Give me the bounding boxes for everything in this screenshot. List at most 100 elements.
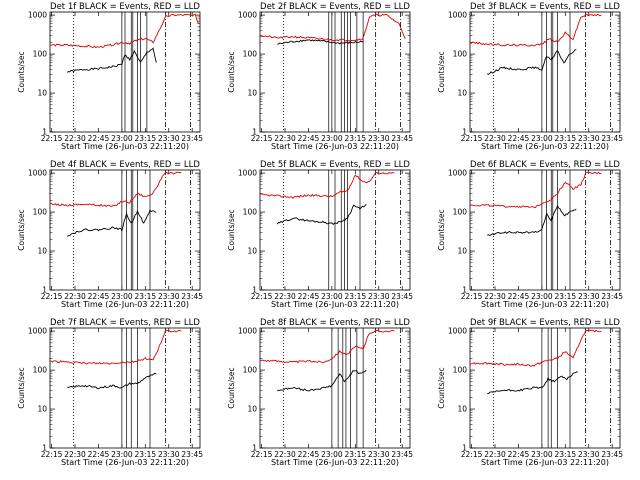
- x-tick-label: 22:15: [251, 134, 273, 143]
- x-tick-label: 22:30: [64, 292, 86, 301]
- y-tick-label: 10: [457, 89, 467, 98]
- y-tick-label: 1: [42, 286, 47, 295]
- x-tick-label: 23:15: [555, 134, 577, 143]
- x-tick-label: 22:15: [251, 292, 273, 301]
- lld-series-line: [469, 171, 602, 209]
- x-axis-label: Start Time (26-Jun-03 22:11:20): [61, 458, 189, 467]
- axes-frame: [469, 11, 621, 133]
- y-tick-label: 1: [42, 444, 47, 453]
- x-tick-label: 23:15: [555, 292, 577, 301]
- lld-series-line: [259, 171, 395, 199]
- y-tick-label: 100: [453, 366, 468, 375]
- x-tick-label: 23:00: [531, 292, 553, 301]
- axes-frame: [469, 327, 621, 449]
- events-series-line: [276, 203, 367, 226]
- y-axis-label: Counts/sec: [437, 51, 446, 92]
- x-axis-label: Start Time (26-Jun-03 22:11:20): [481, 142, 609, 151]
- x-tick-label: 23:00: [321, 450, 343, 459]
- lld-series-line: [469, 329, 602, 367]
- x-tick-label: 23:30: [368, 292, 390, 301]
- panel-title: Det 2f BLACK = Events, RED = LLD: [260, 2, 410, 12]
- x-tick-label: 23:45: [391, 134, 413, 143]
- x-tick-label: 23:45: [601, 450, 623, 459]
- events-series-line: [277, 39, 364, 45]
- x-tick-label: 23:15: [135, 292, 157, 301]
- x-tick-label: 23:45: [181, 450, 203, 459]
- y-tick-label: 1: [252, 286, 257, 295]
- events-series-line: [67, 209, 157, 237]
- y-axis-label: Counts/sec: [17, 209, 26, 250]
- y-tick-label: 100: [33, 366, 48, 375]
- chart-panel-8: Det 8f BLACK = Events, RED = LLD 1 10 100 10…: [227, 318, 413, 467]
- lld-series-line: [49, 171, 182, 208]
- x-tick-label: 22:15: [461, 292, 483, 301]
- y-tick-label: 100: [33, 50, 48, 59]
- events-series-line: [487, 204, 577, 237]
- y-tick-label: 1: [462, 128, 467, 137]
- y-tick-label: 100: [243, 208, 258, 217]
- y-tick-label: 10: [37, 405, 47, 414]
- chart-panel-5: Det 5f BLACK = Events, RED = LLD 1 10 100 10…: [227, 160, 413, 309]
- x-axis-label: Start Time (26-Jun-03 22:11:20): [481, 300, 609, 309]
- axes-frame: [49, 169, 201, 291]
- x-tick-label: 22:30: [484, 134, 506, 143]
- x-tick-label: 23:30: [158, 450, 180, 459]
- x-tick-label: 23:15: [135, 450, 157, 459]
- y-axis-label: Counts/sec: [227, 51, 236, 92]
- y-tick-label: 10: [457, 405, 467, 414]
- x-tick-label: 23:45: [391, 292, 413, 301]
- lld-series-line: [259, 329, 395, 364]
- x-tick-label: 23:00: [531, 450, 553, 459]
- x-tick-label: 22:30: [274, 134, 296, 143]
- x-tick-label: 22:45: [298, 292, 320, 301]
- panel-title: Det 5f BLACK = Events, RED = LLD: [260, 160, 410, 170]
- x-tick-label: 23:30: [158, 292, 180, 301]
- x-tick-label: 23:00: [321, 134, 343, 143]
- y-tick-label: 100: [453, 208, 468, 217]
- x-axis-label: Start Time (26-Jun-03 22:11:20): [481, 458, 609, 467]
- y-tick-label: 1000: [28, 327, 47, 336]
- x-tick-label: 22:45: [298, 134, 320, 143]
- y-tick-label: 1000: [448, 327, 467, 336]
- x-tick-label: 23:15: [555, 450, 577, 459]
- axes-frame: [469, 169, 621, 291]
- x-tick-label: 22:45: [298, 450, 320, 459]
- panel-title: Det 3f BLACK = Events, RED = LLD: [470, 2, 620, 12]
- panel-title: Det 8f BLACK = Events, RED = LLD: [260, 318, 410, 328]
- panel-title: Det 7f BLACK = Events, RED = LLD: [50, 318, 200, 328]
- y-tick-label: 100: [453, 50, 468, 59]
- y-tick-label: 1000: [448, 11, 467, 20]
- x-tick-label: 23:45: [181, 292, 203, 301]
- y-axis-label: Counts/sec: [227, 209, 236, 250]
- y-tick-label: 10: [247, 89, 257, 98]
- y-axis-label: Counts/sec: [17, 367, 26, 408]
- lld-series-line: [259, 13, 406, 42]
- lld-series-line: [49, 329, 182, 365]
- chart-panel-2: Det 2f BLACK = Events, RED = LLD 1 10 100 10…: [227, 2, 413, 151]
- axes-frame: [49, 327, 201, 449]
- x-tick-label: 23:00: [531, 134, 553, 143]
- panel-title: Det 4f BLACK = Events, RED = LLD: [50, 160, 200, 170]
- lld-series-line: [469, 13, 602, 47]
- x-tick-label: 23:00: [321, 292, 343, 301]
- x-tick-label: 22:15: [41, 134, 63, 143]
- x-tick-label: 23:30: [578, 292, 600, 301]
- x-tick-label: 23:30: [158, 134, 180, 143]
- axes-frame: [259, 327, 411, 449]
- x-axis-label: Start Time (26-Jun-03 22:11:20): [61, 142, 189, 151]
- y-axis-label: Counts/sec: [437, 209, 446, 250]
- y-tick-label: 10: [37, 89, 47, 98]
- panel-title: Det 1f BLACK = Events, RED = LLD: [50, 2, 200, 12]
- x-tick-label: 22:30: [274, 292, 296, 301]
- y-tick-label: 1000: [28, 11, 47, 20]
- y-tick-label: 100: [243, 50, 258, 59]
- x-tick-label: 22:30: [64, 450, 86, 459]
- y-tick-label: 10: [457, 247, 467, 256]
- x-tick-label: 22:45: [508, 292, 530, 301]
- chart-panel-9: Det 9f BLACK = Events, RED = LLD 1 10 100 10…: [437, 318, 623, 467]
- x-tick-label: 22:15: [251, 450, 273, 459]
- x-axis-label: Start Time (26-Jun-03 22:11:20): [271, 300, 399, 309]
- x-tick-label: 23:15: [345, 292, 367, 301]
- x-tick-label: 22:45: [88, 450, 110, 459]
- x-tick-label: 23:30: [368, 134, 390, 143]
